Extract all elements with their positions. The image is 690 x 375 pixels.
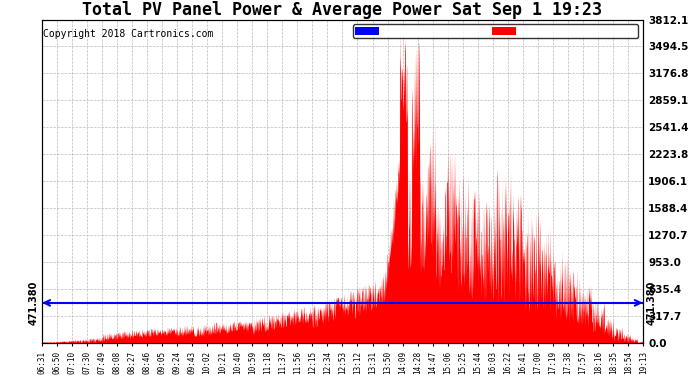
- Text: 471.380: 471.380: [29, 280, 39, 325]
- Text: 471.380: 471.380: [647, 280, 656, 325]
- Title: Total PV Panel Power & Average Power Sat Sep 1 19:23: Total PV Panel Power & Average Power Sat…: [83, 2, 602, 20]
- Text: Copyright 2018 Cartronics.com: Copyright 2018 Cartronics.com: [43, 29, 213, 39]
- Legend: Average (DC Watts), PV Panels (DC Watts): Average (DC Watts), PV Panels (DC Watts): [353, 24, 638, 38]
